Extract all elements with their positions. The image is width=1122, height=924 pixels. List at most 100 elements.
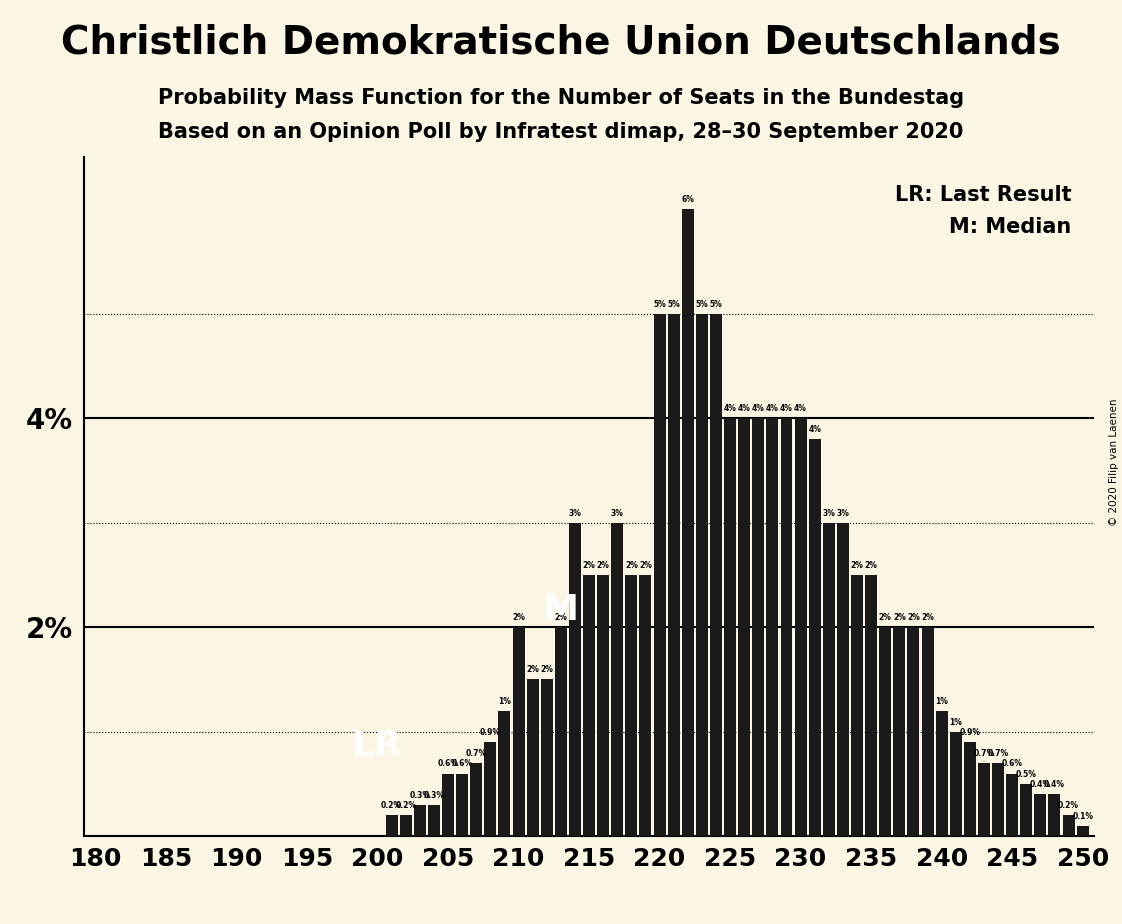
Text: 0.2%: 0.2% <box>395 801 416 810</box>
Text: 2%: 2% <box>512 613 525 622</box>
Text: 0.7%: 0.7% <box>987 748 1009 758</box>
Text: 3%: 3% <box>822 508 835 517</box>
Text: 2%: 2% <box>526 665 539 675</box>
Bar <box>949 732 962 836</box>
Bar <box>710 314 721 836</box>
Bar <box>880 627 891 836</box>
Bar <box>668 314 680 836</box>
Bar <box>427 805 440 836</box>
Bar <box>794 419 807 836</box>
Bar <box>865 575 877 836</box>
Bar <box>569 523 581 836</box>
Text: 3%: 3% <box>569 508 581 517</box>
Bar <box>399 815 412 836</box>
Text: 0.3%: 0.3% <box>423 791 444 799</box>
Bar <box>696 314 708 836</box>
Bar <box>526 679 539 836</box>
Text: 5%: 5% <box>709 299 723 309</box>
Bar <box>936 711 948 836</box>
Text: 2%: 2% <box>907 613 920 622</box>
Bar <box>809 439 820 836</box>
Bar <box>1020 784 1032 836</box>
Bar <box>513 627 524 836</box>
Bar <box>978 763 990 836</box>
Bar <box>1034 795 1047 836</box>
Bar <box>837 523 849 836</box>
Text: 0.6%: 0.6% <box>452 760 472 769</box>
Text: 0.3%: 0.3% <box>410 791 431 799</box>
Text: © 2020 Filip van Laenen: © 2020 Filip van Laenen <box>1110 398 1119 526</box>
Text: Based on an Opinion Poll by Infratest dimap, 28–30 September 2020: Based on an Opinion Poll by Infratest di… <box>158 122 964 142</box>
Text: 1%: 1% <box>936 697 948 706</box>
Text: 0.9%: 0.9% <box>959 728 981 737</box>
Bar <box>964 742 976 836</box>
Text: 0.9%: 0.9% <box>480 728 500 737</box>
Text: 2%: 2% <box>865 561 877 570</box>
Text: 2%: 2% <box>554 613 568 622</box>
Text: 0.1%: 0.1% <box>1073 811 1093 821</box>
Text: 0.4%: 0.4% <box>1030 780 1051 789</box>
Text: 4%: 4% <box>724 404 736 413</box>
Text: 5%: 5% <box>653 299 666 309</box>
Text: M: Median: M: Median <box>949 217 1072 237</box>
Text: 2%: 2% <box>850 561 864 570</box>
Bar <box>555 627 567 836</box>
Bar <box>1077 826 1088 836</box>
Text: 2%: 2% <box>625 561 637 570</box>
Bar <box>597 575 609 836</box>
Bar <box>850 575 863 836</box>
Text: 0.6%: 0.6% <box>438 760 459 769</box>
Text: 4%: 4% <box>738 404 751 413</box>
Text: 0.4%: 0.4% <box>1043 780 1065 789</box>
Bar <box>640 575 652 836</box>
Bar <box>893 627 905 836</box>
Text: 4%: 4% <box>780 404 793 413</box>
Bar <box>682 210 693 836</box>
Bar <box>1048 795 1060 836</box>
Text: 4%: 4% <box>808 425 821 434</box>
Text: 0.7%: 0.7% <box>974 748 994 758</box>
Bar <box>414 805 426 836</box>
Bar <box>470 763 482 836</box>
Text: 3%: 3% <box>837 508 849 517</box>
Text: 0.2%: 0.2% <box>1058 801 1079 810</box>
Bar <box>738 419 751 836</box>
Bar <box>457 773 468 836</box>
Bar <box>386 815 397 836</box>
Bar <box>752 419 764 836</box>
Bar <box>766 419 779 836</box>
Bar <box>541 679 553 836</box>
Text: 2%: 2% <box>893 613 905 622</box>
Text: 3%: 3% <box>610 508 624 517</box>
Text: Probability Mass Function for the Number of Seats in the Bundestag: Probability Mass Function for the Number… <box>158 88 964 108</box>
Bar <box>1006 773 1018 836</box>
Bar <box>908 627 919 836</box>
Bar <box>921 627 934 836</box>
Text: LR: Last Result: LR: Last Result <box>895 185 1072 205</box>
Bar <box>625 575 637 836</box>
Text: 4%: 4% <box>766 404 779 413</box>
Text: 2%: 2% <box>582 561 596 570</box>
Text: LR: LR <box>352 729 403 763</box>
Text: 5%: 5% <box>668 299 680 309</box>
Text: 0.7%: 0.7% <box>466 748 487 758</box>
Bar <box>724 419 736 836</box>
Bar <box>1063 815 1075 836</box>
Text: 2%: 2% <box>879 613 892 622</box>
Bar <box>485 742 496 836</box>
Text: 4%: 4% <box>752 404 765 413</box>
Text: M: M <box>543 593 579 627</box>
Bar <box>992 763 1004 836</box>
Text: 5%: 5% <box>696 299 708 309</box>
Text: 0.5%: 0.5% <box>1015 770 1037 779</box>
Bar <box>781 419 792 836</box>
Text: 0.6%: 0.6% <box>1002 760 1022 769</box>
Bar <box>654 314 665 836</box>
Bar <box>498 711 511 836</box>
Bar <box>611 523 623 836</box>
Text: 2%: 2% <box>921 613 934 622</box>
Text: 2%: 2% <box>597 561 609 570</box>
Text: 2%: 2% <box>640 561 652 570</box>
Text: 1%: 1% <box>949 718 963 726</box>
Text: 2%: 2% <box>541 665 553 675</box>
